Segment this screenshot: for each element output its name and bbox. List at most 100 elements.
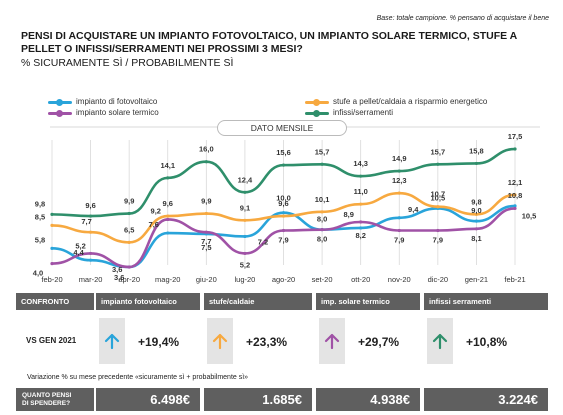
header-infissi-label: infissi serramenti xyxy=(429,297,492,306)
data-label-infissi: 15,7 xyxy=(431,147,446,156)
data-point-solare xyxy=(127,265,131,269)
data-label-infissi: 14,3 xyxy=(353,159,368,168)
data-label-fotovoltaico: 7,6 xyxy=(149,220,159,229)
data-point-infissi xyxy=(320,162,324,166)
data-point-fotovoltaico xyxy=(474,219,479,223)
data-point-stufe xyxy=(513,193,517,197)
data-point-solare xyxy=(436,228,440,233)
arrow-up-icon xyxy=(432,333,448,350)
data-label-fotovoltaico: 5,8 xyxy=(35,235,45,244)
pct-fotovoltaico: +19,4% xyxy=(138,335,180,349)
data-label-solare: 8,0 xyxy=(317,235,327,244)
variation-note: Variazione % su mese precedente «sicuram… xyxy=(27,374,249,381)
data-label-solare: 8,9 xyxy=(343,210,353,219)
amount-infissi: 3.224€ xyxy=(424,388,548,411)
x-tick-label: apr-20 xyxy=(118,275,140,284)
data-label-solare: 7,9 xyxy=(278,235,288,244)
data-label-infissi: 15,7 xyxy=(315,147,330,156)
data-label-solare: 7,9 xyxy=(394,235,404,244)
data-label-stufe: 12,1 xyxy=(508,178,523,187)
data-label-fotovoltaico: 10,5 xyxy=(431,193,446,202)
data-label-stufe: 9,9 xyxy=(201,197,211,206)
data-point-solare xyxy=(88,251,93,256)
legend-infissi-label: infissi/serramenti xyxy=(333,108,394,117)
data-point-stufe xyxy=(320,210,324,214)
icon-cell-solare xyxy=(319,318,345,364)
data-label-stufe: 10,1 xyxy=(315,195,330,204)
data-point-infissi xyxy=(513,147,517,151)
confronto-header-label: CONFRONTO xyxy=(21,297,70,306)
legend-fotovoltaico: impianto di fotovoltaico xyxy=(48,97,157,106)
data-point-infissi xyxy=(88,214,93,218)
data-point-stufe xyxy=(281,214,286,218)
data-label-infissi: 15,6 xyxy=(276,148,291,157)
header-fotovoltaico: impianto fotovoltaico xyxy=(96,293,200,310)
data-label-infissi: 14,9 xyxy=(392,154,407,163)
data-point-stufe xyxy=(127,240,131,244)
data-point-infissi xyxy=(436,162,440,166)
data-point-stufe xyxy=(436,205,440,209)
data-point-fotovoltaico xyxy=(281,211,286,215)
data-label-fotovoltaico: 4,4 xyxy=(73,248,84,257)
data-label-solare: 7,9 xyxy=(433,235,443,244)
data-label-fotovoltaico: 9,0 xyxy=(471,206,481,215)
data-point-stufe xyxy=(397,191,401,195)
data-label-infissi: 17,5 xyxy=(508,132,523,141)
data-point-fotovoltaico xyxy=(243,234,247,239)
data-point-solare xyxy=(513,206,517,211)
pct-stufe: +23,3% xyxy=(246,335,288,349)
data-point-infissi xyxy=(166,176,170,180)
data-label-fotovoltaico: 3,6 xyxy=(112,265,122,274)
data-point-stufe xyxy=(474,212,479,216)
legend-solare: impianto solare termico xyxy=(48,108,159,117)
data-point-stufe xyxy=(88,230,93,234)
header-stufe-label: stufe/caldaie xyxy=(209,297,255,306)
data-point-solare xyxy=(204,230,208,234)
x-tick-label: mag-20 xyxy=(155,275,180,284)
data-label-stufe: 11,0 xyxy=(354,187,368,196)
data-label-stufe: 10,7 xyxy=(431,190,446,199)
legend-solare-marker xyxy=(48,110,72,117)
data-point-fotovoltaico xyxy=(397,216,401,220)
data-point-fotovoltaico xyxy=(88,258,93,262)
x-tick-label: mar-20 xyxy=(79,275,103,284)
data-label-solare: 10,5 xyxy=(522,211,537,220)
data-label-solare: 8,1 xyxy=(471,234,481,243)
header-solare-label: imp. solare termico xyxy=(321,297,390,306)
data-point-stufe xyxy=(204,211,208,216)
data-label-solare: 4,0 xyxy=(33,269,43,278)
data-point-infissi xyxy=(50,212,54,216)
data-label-solare: 7,7 xyxy=(201,237,211,246)
data-label-fotovoltaico: 7,2 xyxy=(258,237,268,246)
line-chart: 5,8 4,4 3,6 7,6 7,5 7,2 10,0 8,0 8,2 9,4 10,5 9,0 10… xyxy=(33,126,540,284)
x-tick-label: giu-20 xyxy=(196,275,217,284)
data-point-solare xyxy=(243,251,247,256)
data-label-stufe: 9,8 xyxy=(471,197,481,206)
page-title: PENSI DI ACQUISTARE UN IMPIANTO FOTOVOLT… xyxy=(21,30,517,55)
icon-cell-fotovoltaico xyxy=(99,318,125,364)
x-tick-label: ago-20 xyxy=(272,275,295,284)
amount-fotovoltaico: 6.498€ xyxy=(96,388,200,411)
data-point-solare xyxy=(474,227,479,231)
data-point-infissi xyxy=(359,174,363,178)
dato-mensile-badge: DATO MENSILE xyxy=(217,120,347,136)
data-label-fotovoltaico: 10,0 xyxy=(276,194,291,203)
data-label-infissi: 9,6 xyxy=(85,201,95,210)
data-point-solare xyxy=(359,220,363,224)
header-fotovoltaico-label: impianto fotovoltaico xyxy=(101,297,177,306)
data-point-fotovoltaico xyxy=(513,204,517,208)
data-point-infissi xyxy=(397,169,401,173)
data-point-fotovoltaico xyxy=(359,226,363,230)
arrow-up-icon xyxy=(324,333,340,350)
data-point-infissi xyxy=(204,160,208,164)
data-point-infissi xyxy=(127,211,131,216)
icon-cell-stufe xyxy=(207,318,233,364)
data-point-stufe xyxy=(359,202,363,206)
data-label-infissi: 16,0 xyxy=(199,145,214,154)
amount-solare: 4.938€ xyxy=(316,388,420,411)
data-label-fotovoltaico: 8,2 xyxy=(355,231,365,240)
legend-stufe-label: stufe a pellet/caldaia a risparmio energ… xyxy=(333,97,488,106)
amount-stufe: 1.685€ xyxy=(204,388,312,411)
data-label-solare: 9,2 xyxy=(151,206,161,215)
data-label-infissi: 9,8 xyxy=(35,199,45,208)
